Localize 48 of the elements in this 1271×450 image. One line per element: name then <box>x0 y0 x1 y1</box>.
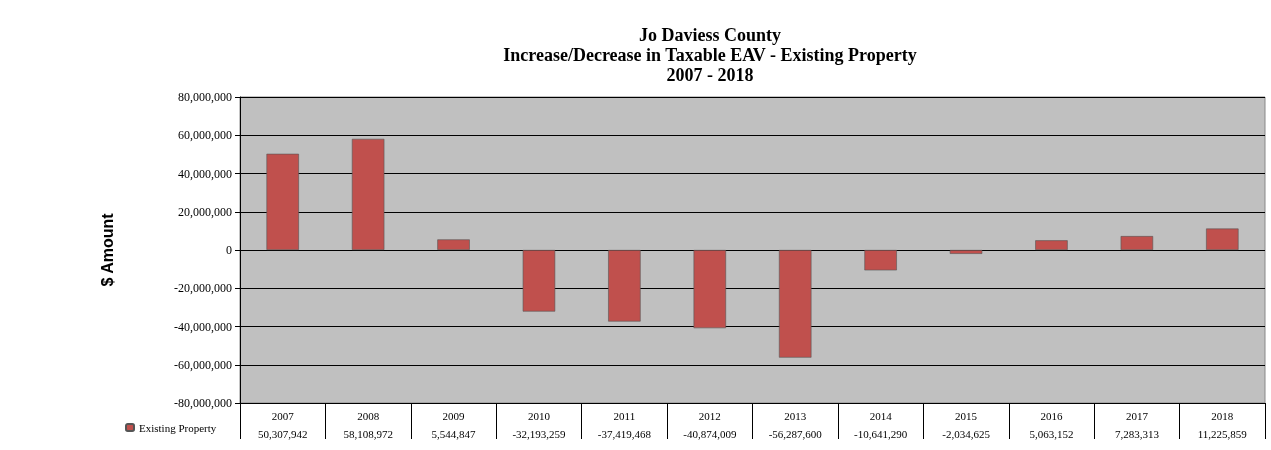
data-label: -37,419,468 <box>597 428 652 440</box>
x-tick-label: 2012 <box>698 410 721 422</box>
bar <box>437 239 470 250</box>
data-label: -2,034,625 <box>942 428 991 440</box>
x-tick-label: 2009 <box>442 410 466 422</box>
x-tick-label: 2018 <box>1211 410 1234 422</box>
legend-label: Existing Property <box>139 421 217 434</box>
bar <box>522 250 556 312</box>
y-tick-label: 60,000,000 <box>178 128 232 143</box>
x-tick-label: 2015 <box>955 410 978 422</box>
bar <box>608 250 641 322</box>
y-tick-label: 20,000,000 <box>178 204 232 219</box>
x-tick-label: 2016 <box>1040 410 1063 422</box>
x-tick-label: 2010 <box>527 410 551 422</box>
data-label: 11,225,859 <box>1197 428 1248 440</box>
chart-title: Jo Daviess County Increase/Decrease in Taxable EAV - Existing Property 2007 - 2018 <box>503 25 917 85</box>
x-tick-label: 2011 <box>613 410 636 422</box>
bar <box>351 138 385 250</box>
data-label: 5,544,847 <box>431 428 477 440</box>
bar <box>1206 228 1239 250</box>
x-tick-label: 2013 <box>784 410 807 422</box>
x-tick-label: 2014 <box>869 410 893 422</box>
y-tick-label: -80,000,000 <box>174 396 232 410</box>
y-axis-title: $ Amount <box>98 212 116 287</box>
data-label: -10,641,290 <box>854 428 908 440</box>
bar <box>266 153 299 250</box>
data-label: -40,874,009 <box>683 428 737 440</box>
x-tick-label: 2008 <box>357 410 380 422</box>
x-tick-label: 2017 <box>1125 410 1149 422</box>
bar <box>693 250 727 329</box>
y-tick-label: -20,000,000 <box>174 281 232 296</box>
y-tick-label: 40,000,000 <box>178 166 232 181</box>
bar <box>949 250 983 254</box>
data-label: -56,287,600 <box>768 428 823 440</box>
y-tick-label: -60,000,000 <box>174 357 232 372</box>
data-label: 5,063,152 <box>1029 428 1074 440</box>
bar <box>864 250 897 271</box>
data-label: 7,283,313 <box>1114 428 1160 440</box>
data-label: 50,307,942 <box>257 428 308 440</box>
bar <box>1120 236 1154 250</box>
bar <box>778 250 812 358</box>
x-tick-label: 2007 <box>271 410 295 422</box>
data-label: 58,108,972 <box>343 428 393 440</box>
y-tick-label: -40,000,000 <box>174 319 232 334</box>
y-tick-label: 80,000,000 <box>178 90 232 104</box>
bar <box>1035 240 1068 250</box>
y-tick-label: 0 <box>226 243 232 257</box>
data-label: -32,193,259 <box>512 428 567 440</box>
